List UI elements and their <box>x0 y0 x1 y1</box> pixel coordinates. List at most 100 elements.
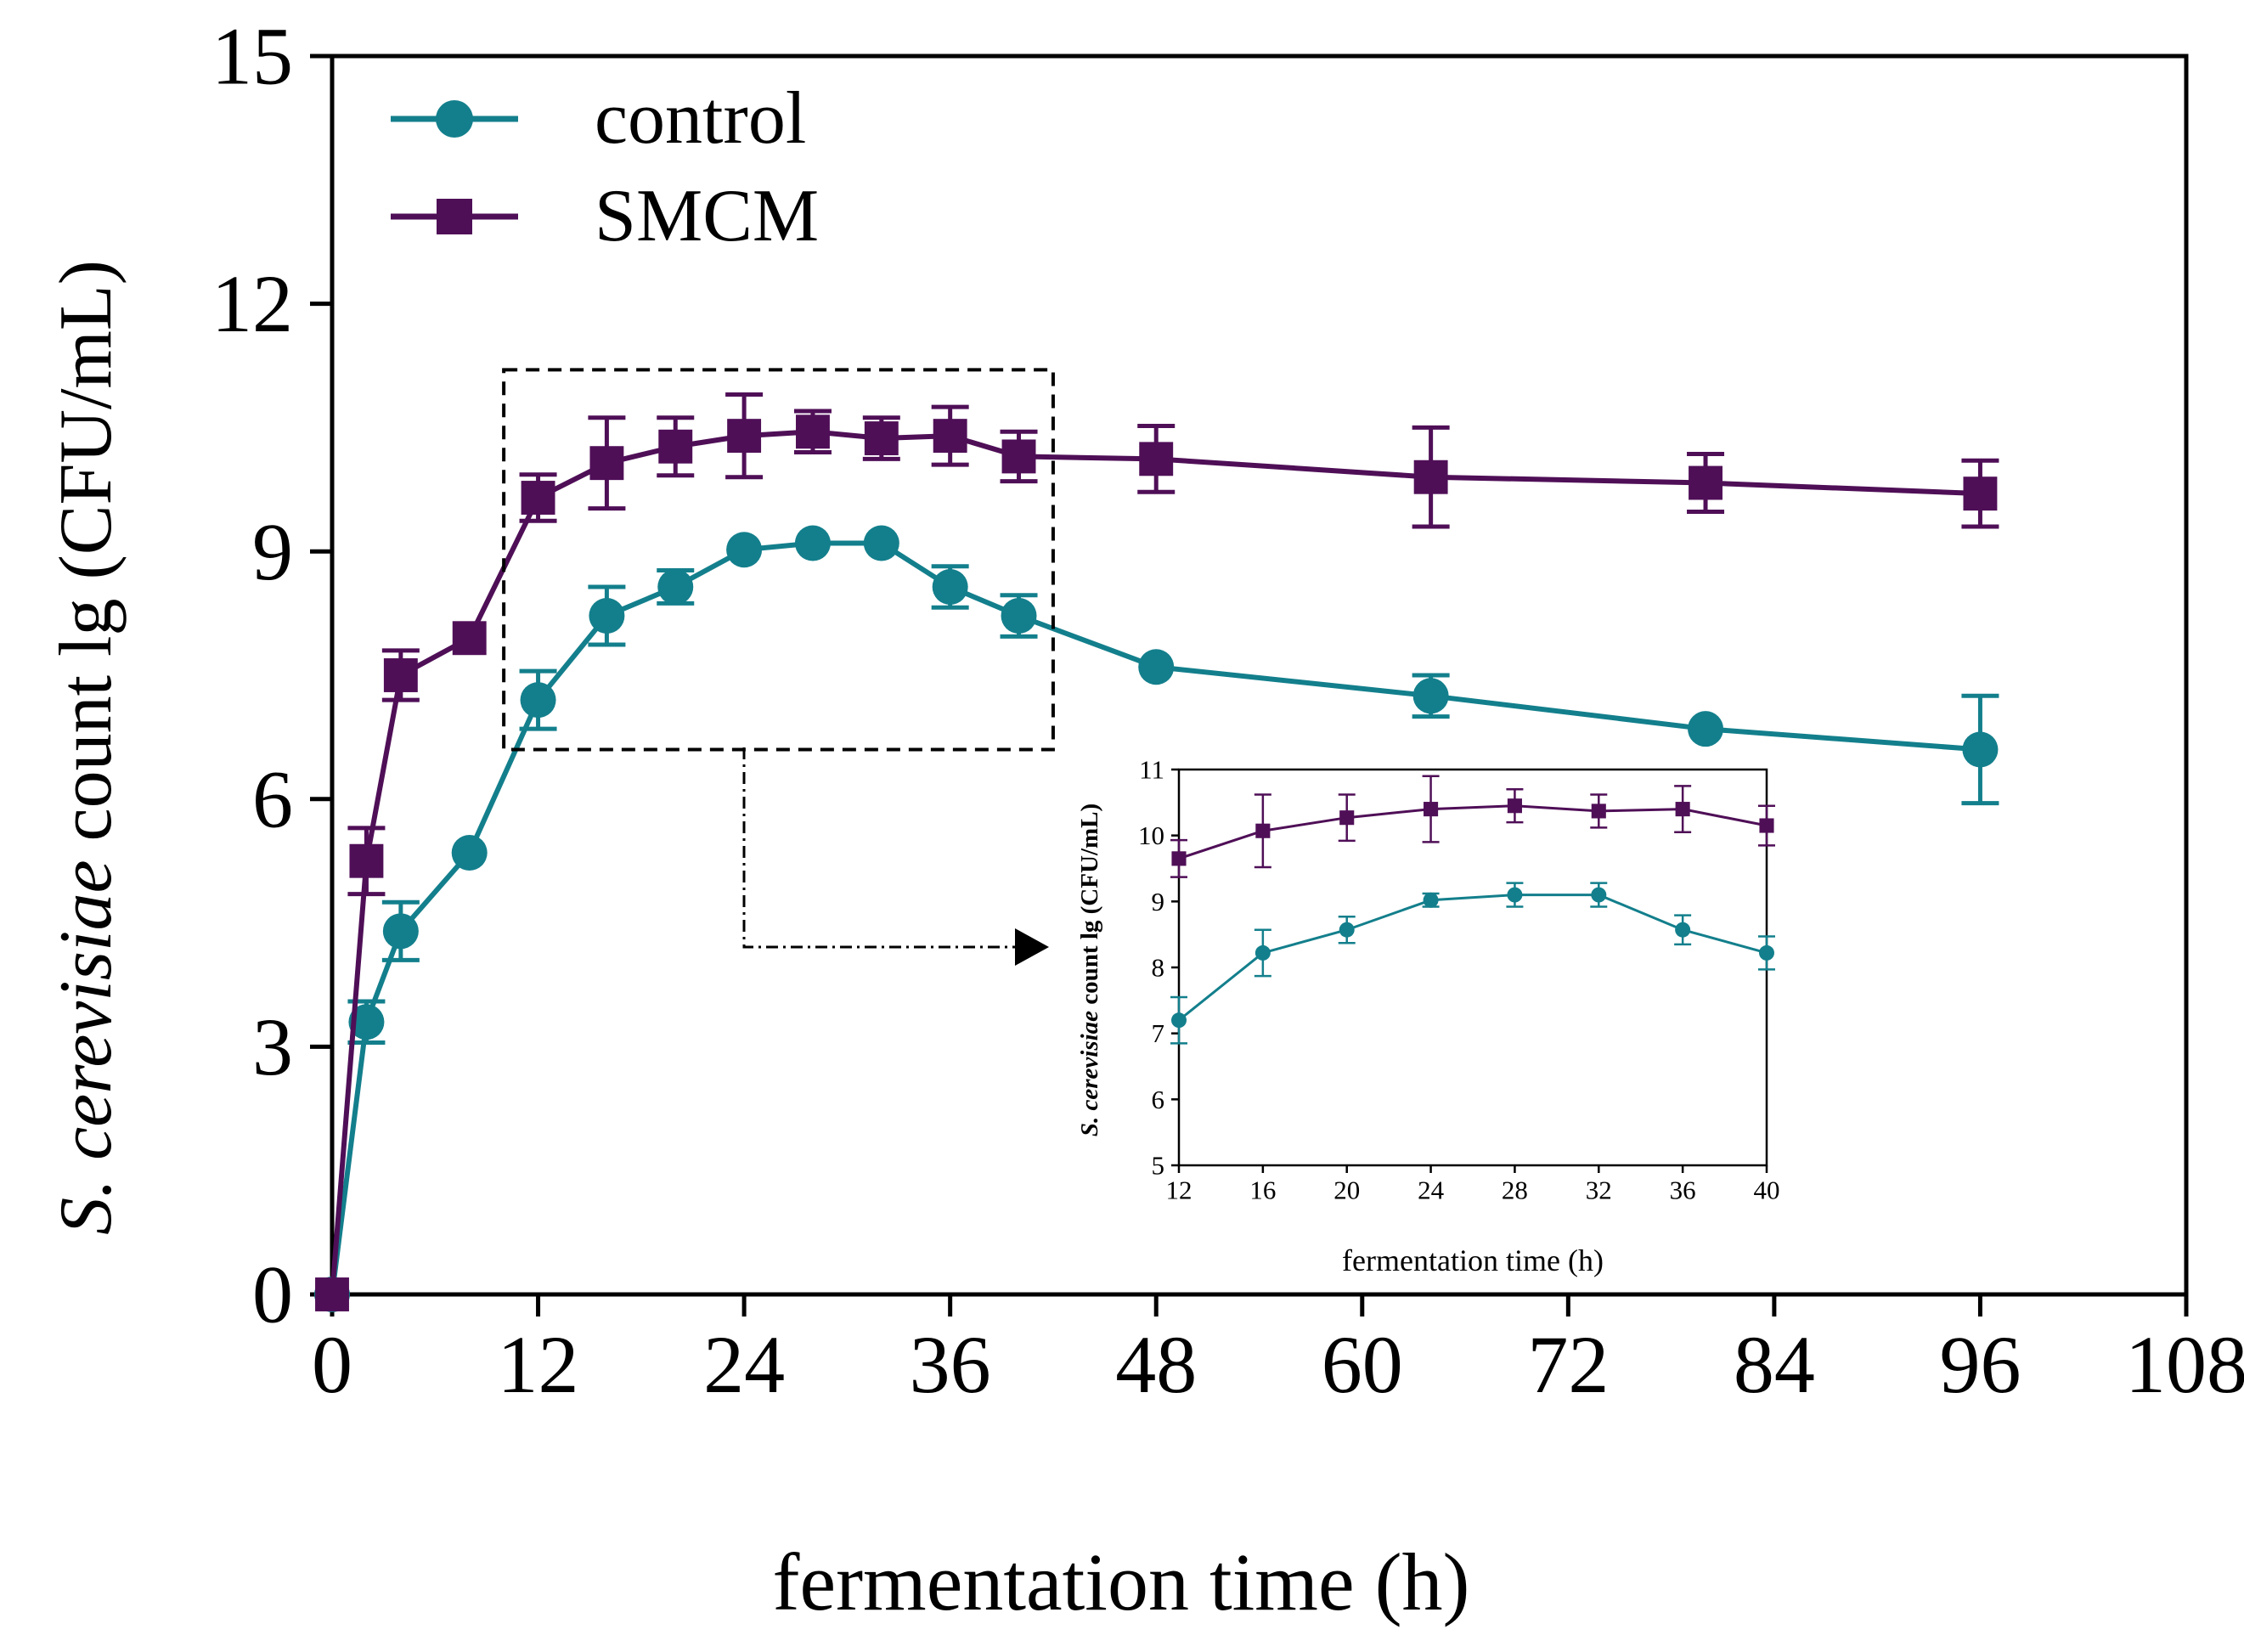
main-series <box>314 392 1999 1312</box>
main-x-tick-label: 36 <box>910 1319 991 1410</box>
inset-y-tick-label: 6 <box>1152 1085 1165 1114</box>
main-control-point <box>1962 731 1999 768</box>
inset-y-tick-label: 7 <box>1152 1018 1165 1048</box>
inset-control-point <box>1507 887 1523 903</box>
main-smcm-point <box>1963 476 1998 511</box>
main-control-point <box>1001 598 1037 634</box>
main-control-point <box>520 682 556 719</box>
main-y-ticks: 0 3 6 9 12 15 <box>211 11 332 1340</box>
main-x-tick-label: 60 <box>1322 1319 1403 1410</box>
main-smcm-point <box>521 481 555 515</box>
inset-smcm-point <box>1507 798 1522 814</box>
inset-x-tick-label: 20 <box>1333 1175 1360 1204</box>
main-smcm-point <box>315 1277 349 1311</box>
main-control-point <box>348 1004 385 1040</box>
inset-x-tick-label: 28 <box>1502 1175 1528 1204</box>
main-control-point <box>1412 678 1449 714</box>
inset-x-tick-label: 36 <box>1670 1175 1696 1204</box>
inset-smcm-point <box>1424 802 1439 817</box>
inset-y-axis-label: S. cerevisiae count lg (CFU/mL) <box>1076 803 1103 1136</box>
main-y-tick-label: 15 <box>211 11 293 102</box>
main-control-point <box>932 568 968 605</box>
inset-y-tick-label: 11 <box>1139 755 1164 785</box>
main-smcm-point <box>589 446 624 481</box>
zoom-region-box <box>502 368 1055 752</box>
inset-y-tick-label: 5 <box>1152 1151 1165 1181</box>
main-smcm-point <box>349 843 384 878</box>
legend: control SMCM <box>391 77 819 257</box>
inset-control-point <box>1423 892 1439 908</box>
inset-plot-background <box>1179 770 1767 1165</box>
main-control-point <box>1688 711 1724 747</box>
zoom-pointer-line <box>742 747 1015 949</box>
inset-smcm-point <box>1171 851 1187 866</box>
inset-control-point <box>1339 922 1355 938</box>
inset-smcm-point <box>1759 818 1774 833</box>
main-smcm-point <box>933 419 967 454</box>
main-control-point <box>382 913 419 950</box>
inset-control-point <box>1675 922 1691 938</box>
main-y-tick-label: 0 <box>252 1249 293 1340</box>
main-smcm-point <box>383 658 418 692</box>
main-y-tick-label: 3 <box>252 1001 293 1092</box>
main-smcm-point <box>1413 460 1448 494</box>
main-x-tick-label: 108 <box>2125 1319 2244 1410</box>
inset-smcm-series-line <box>1178 804 1768 860</box>
inset-control-point <box>1254 944 1271 961</box>
main-smcm-point <box>658 429 693 464</box>
main-x-tick-label: 0 <box>312 1319 352 1410</box>
inset-y-tick-label: 8 <box>1152 953 1165 983</box>
main-control-point <box>1138 649 1175 685</box>
main-control-point <box>657 568 694 605</box>
main-smcm-point <box>727 419 762 454</box>
inset-x-tick-label: 24 <box>1418 1175 1445 1204</box>
inset-x-tick-label: 32 <box>1586 1175 1612 1204</box>
main-smcm-series-line <box>330 429 1981 1295</box>
inset-x-axis-label: fermentation time (h) <box>1342 1243 1604 1277</box>
main-smcm-point <box>452 621 487 656</box>
main-control-point <box>794 525 831 561</box>
main-smcm-point <box>1689 465 1722 500</box>
inset-control-point <box>1591 887 1607 903</box>
main-x-tick-label: 24 <box>703 1319 785 1410</box>
main-x-axis-label: fermentation time (h) <box>772 1536 1469 1627</box>
main-x-tick-label: 48 <box>1115 1319 1197 1410</box>
main-y-axis-label: S. cerevisiae count lg (CFU/mL) <box>45 260 127 1235</box>
inset-x-tick-label: 16 <box>1249 1175 1276 1204</box>
main-smcm-point <box>864 421 899 455</box>
inset-control-series-line <box>1178 894 1768 1022</box>
inset-smcm-point <box>1675 802 1690 817</box>
main-x-tick-label: 12 <box>498 1319 579 1410</box>
main-control-point <box>863 525 899 561</box>
main-smcm-point <box>1001 439 1036 474</box>
main-plot-frame <box>330 54 2189 1297</box>
main-control-point <box>726 532 763 568</box>
inset-smcm-point <box>1591 803 1606 819</box>
zoom-pointer-arrowhead <box>1015 928 1049 966</box>
main-x-tick-label: 72 <box>1527 1319 1609 1410</box>
inset-smcm-point <box>1339 810 1355 826</box>
legend-smcm-marker <box>437 199 472 234</box>
inset-y-tick-label: 10 <box>1138 820 1164 850</box>
main-smcm-point <box>796 414 830 449</box>
legend-control-label: control <box>595 77 806 160</box>
main-y-tick-label: 6 <box>252 753 293 844</box>
main-x-tick-label: 96 <box>1939 1319 2021 1410</box>
main-control-point <box>451 834 488 871</box>
main-control-series-line <box>330 540 1981 1295</box>
main-y-tick-label: 12 <box>211 258 293 349</box>
legend-control-marker <box>436 100 473 138</box>
main-x-ticks: 0 12 24 36 48 60 72 84 96 108 <box>312 1294 2244 1410</box>
inset-x-tick-label: 12 <box>1166 1175 1192 1204</box>
inset-series <box>1170 775 1775 1045</box>
inset-chart: 5 6 7 8 9 10 11 12 16 20 24 28 32 36 40 S. cerevisiae… <box>1076 755 1780 1277</box>
inset-smcm-point <box>1255 823 1271 838</box>
main-smcm-point <box>1139 442 1174 476</box>
inset-control-point <box>1171 1012 1187 1029</box>
legend-smcm-label: SMCM <box>595 175 819 257</box>
inset-y-ticks: 5 6 7 8 9 10 11 <box>1138 755 1179 1181</box>
inset-y-tick-label: 9 <box>1152 887 1165 916</box>
inset-control-point <box>1759 944 1774 961</box>
